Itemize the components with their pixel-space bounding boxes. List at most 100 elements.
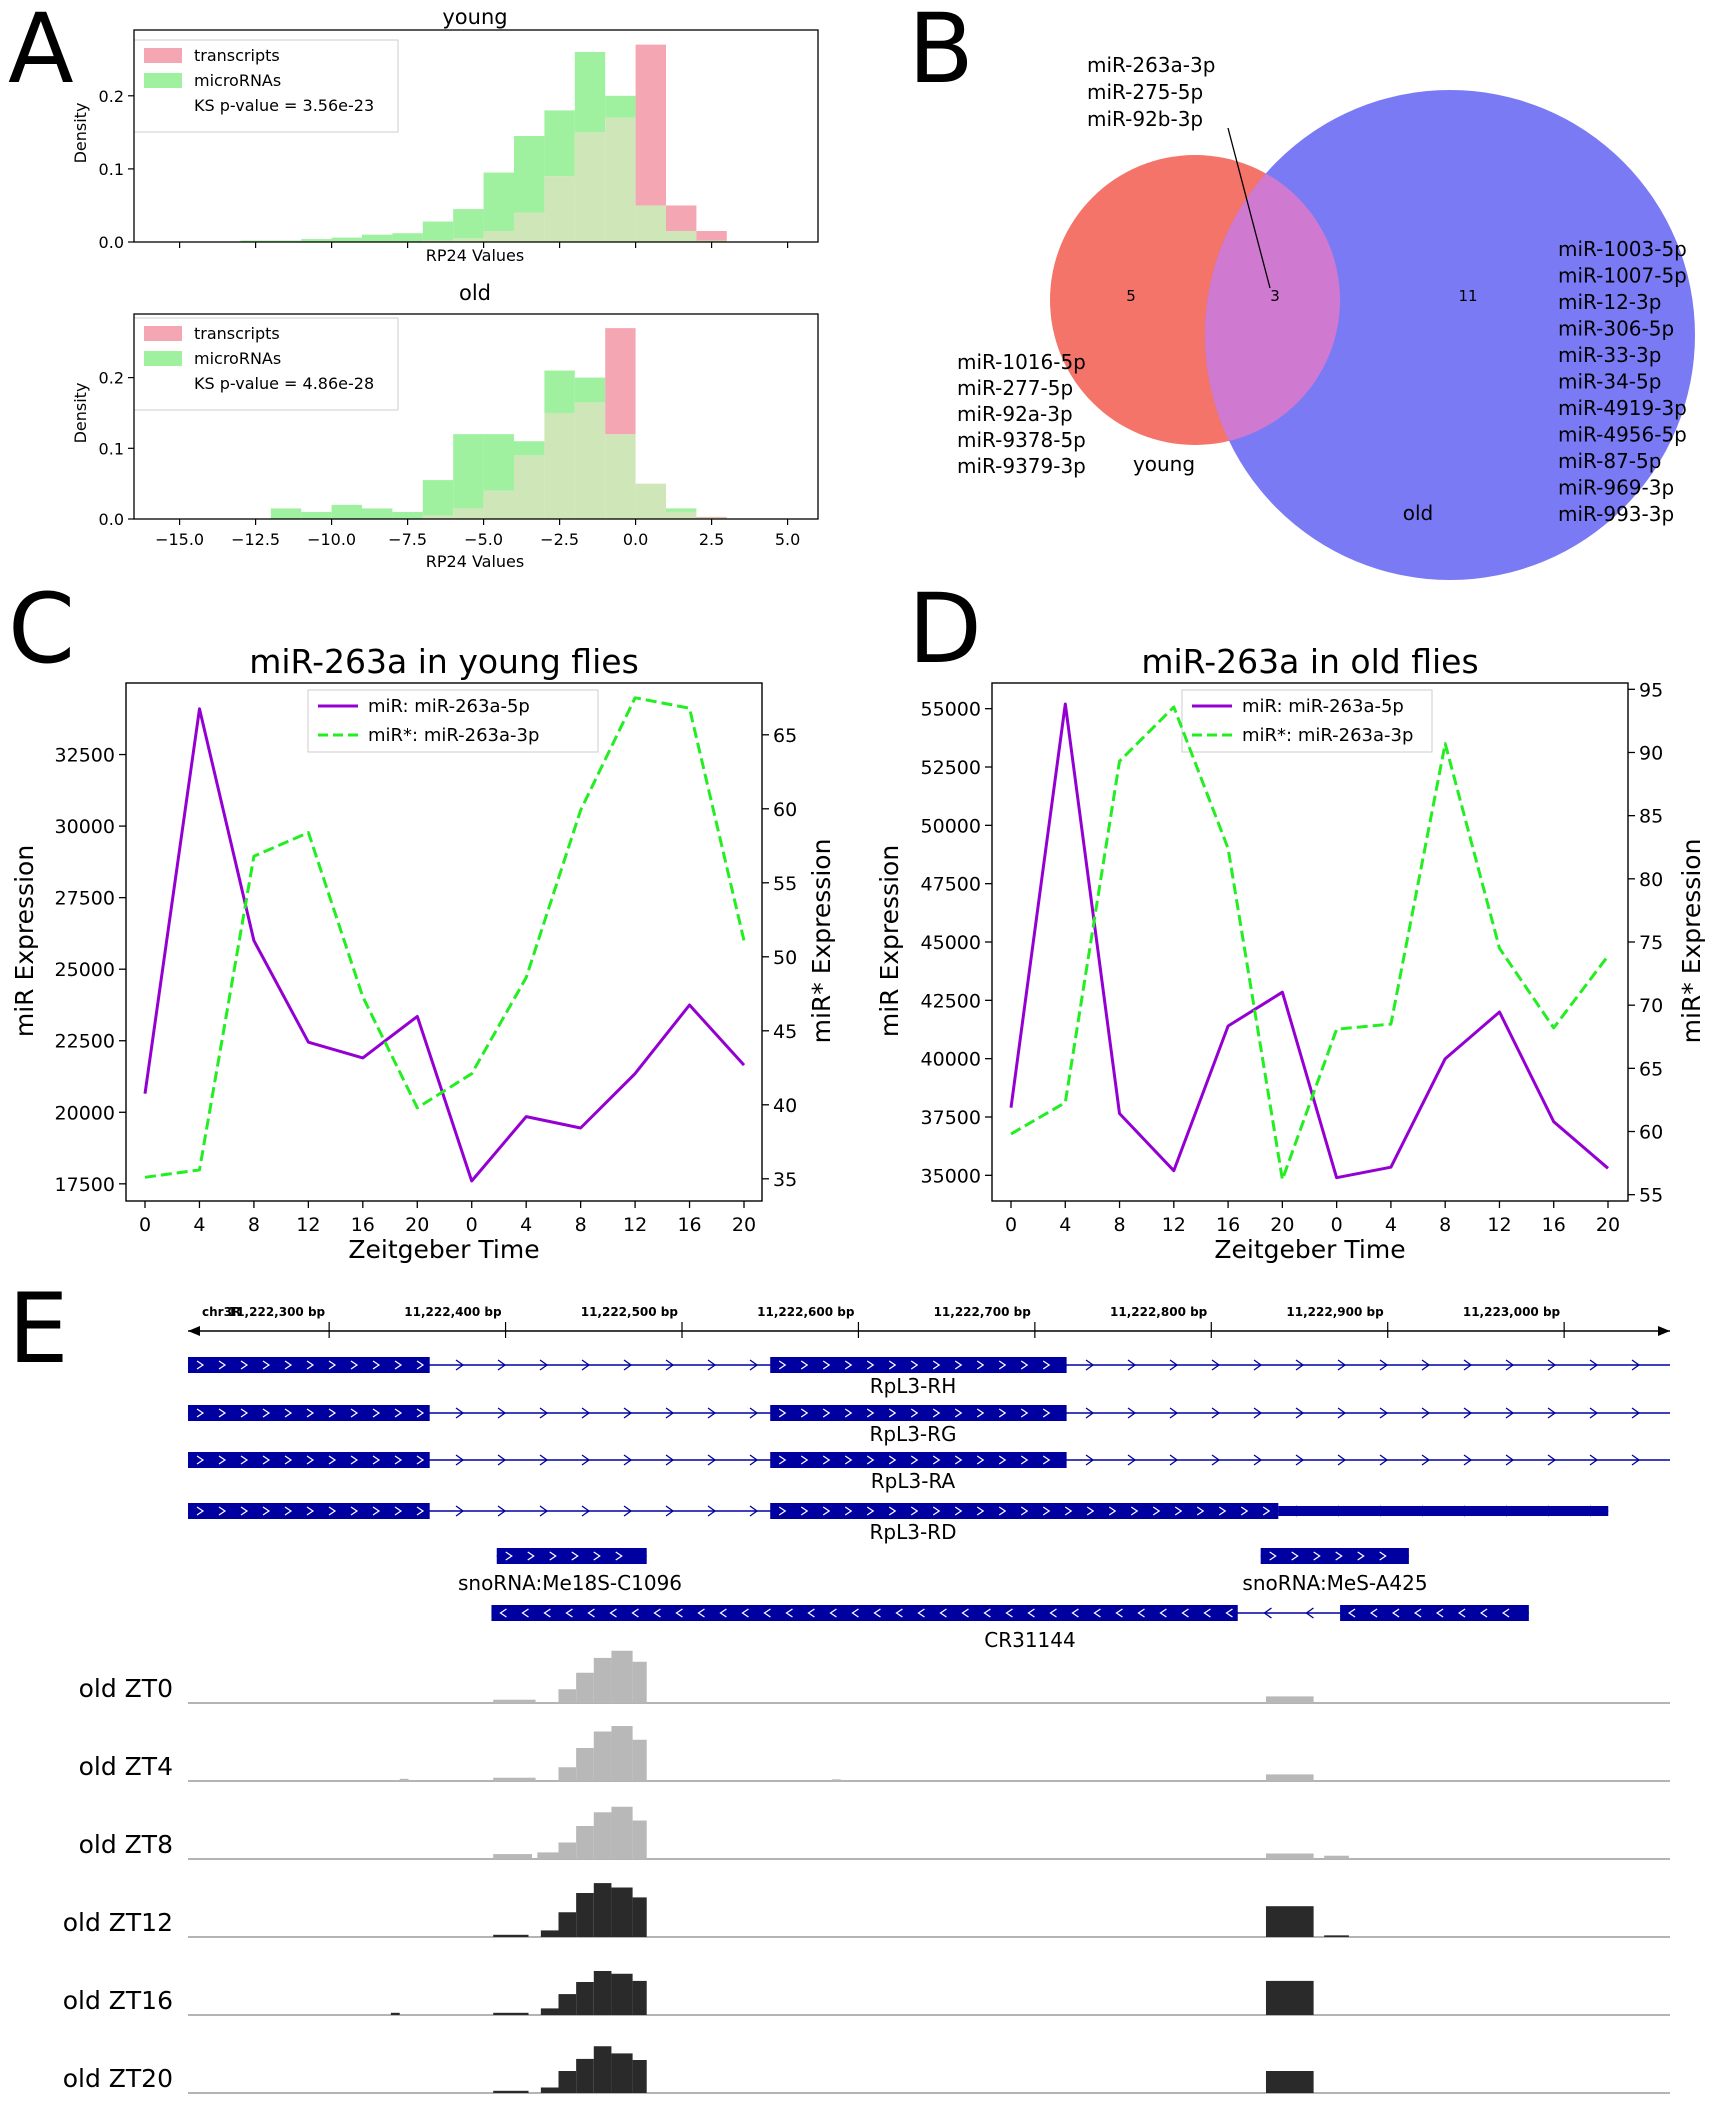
legend: transcripts microRNAs KS p-value = 4.86e… [133,317,399,411]
bar-overlap [696,240,727,242]
exon-chevron [1262,1506,1271,1516]
exon-chevron [284,1455,293,1465]
coverage-bar [493,2090,529,2093]
y2-tick-label: 65 [1639,1058,1663,1080]
strand-chevron [455,1454,465,1466]
exon-chevron [983,1608,991,1618]
y-axis-label: miR Expression [875,845,904,1037]
strand-chevron [1631,1454,1641,1466]
strand-chevron [749,1505,759,1517]
bar-overlap [422,515,454,519]
exon-chevron [888,1360,897,1370]
coverage-bar [493,1777,536,1781]
y-tick-label: 0.2 [99,369,124,388]
exon-chevron [741,1608,749,1618]
x-axis-label: RP24 Values [426,246,524,265]
exon-chevron [1313,1551,1321,1561]
gene-model: snoRNA:MeS-A425 [1242,1548,1428,1595]
strand-chevron [1253,1359,1263,1371]
coverage-bar [611,1650,633,1703]
exon-chevron [416,1360,425,1370]
strand-chevron [1169,1407,1179,1419]
strand-chevron [749,1407,759,1419]
x-tick-label: 12 [1162,1214,1186,1236]
x-tick-label: 5.0 [775,530,800,549]
exon-chevron [1137,1608,1145,1618]
strand-chevron [707,1359,717,1371]
exon-chevron [593,1551,601,1561]
exon-chevron [1115,1608,1123,1618]
bar-transcripts [635,44,666,206]
exon-chevron [1152,1506,1161,1516]
exon-chevron [1225,1608,1233,1618]
legend: miR: miR-263a-5p miR*: miR-263a-3p [307,689,599,753]
coordinate-tick-label: 11,222,300 bp [228,1305,326,1319]
y-tick-label: 32500 [55,745,115,767]
exon-chevron [521,1608,529,1618]
strand-chevron [623,1505,633,1517]
exon-block [770,1357,1067,1373]
exon-chevron [328,1360,337,1370]
coverage-bar [558,1689,577,1703]
coordinate-tick-label: 11,222,500 bp [581,1305,679,1319]
legend-swatch-micrornas [144,351,182,366]
y2-tick-label: 65 [773,725,797,747]
exon-chevron [939,1608,947,1618]
venn-young-list: miR-1016-5pmiR-277-5pmiR-92a-3pmiR-9378-… [957,350,1086,478]
x-tick-label: 12 [1487,1214,1511,1236]
exon-chevron [778,1506,787,1516]
exon-chevron [1479,1608,1488,1618]
exon-chevron [372,1360,381,1370]
venn-old-mirna: miR-4956-5p [1558,423,1687,447]
exon-chevron [917,1608,925,1618]
strand-chevron [707,1454,717,1466]
exon-chevron [394,1506,403,1516]
venn-young-mirna: miR-92a-3p [957,402,1073,426]
legend-swatch-micrornas [144,73,182,88]
exon-chevron [543,1608,551,1618]
y-tick-label: 22500 [55,1031,115,1053]
exon-chevron [844,1455,853,1465]
coverage-bar [632,2060,647,2093]
coverage-track: old ZT16 [63,1971,1670,2016]
strand-chevron [1337,1359,1347,1371]
coordinate-tick-label: 11,222,700 bp [934,1305,1032,1319]
coverage-bar [632,1980,647,2015]
track-label: old ZT8 [79,1830,173,1859]
bar-overlap [544,412,575,519]
strand-chevron [1463,1359,1473,1371]
strand-chevron [455,1407,465,1419]
gene-name: RpL3-RG [869,1422,956,1446]
exon-chevron [910,1408,919,1418]
coverage-bar [1265,1853,1314,1859]
strand-chevron [665,1407,675,1419]
y2-axis-label: miR* Expression [807,839,836,1044]
y2-tick-label: 40 [773,1095,797,1117]
strand-chevron [1631,1359,1641,1371]
exon-chevron [910,1360,919,1370]
y2-tick-label: 90 [1639,742,1663,764]
exon-chevron [697,1608,705,1618]
series-line-mirstar [1010,705,1610,1181]
exon-chevron [571,1551,579,1561]
strand-chevron [1547,1407,1557,1419]
strand-chevron [1505,1407,1515,1419]
exon-chevron [1457,1608,1466,1618]
x-tick-label: 20 [1596,1214,1620,1236]
coverage-bar [632,1739,647,1781]
strand-chevron [623,1407,633,1419]
exon-chevron [240,1455,249,1465]
exon-chevron [851,1608,859,1618]
x-tick-label: −2.5 [540,530,579,549]
gene-name: RpL3-RH [870,1374,957,1398]
bar-overlap [696,517,727,519]
strand-chevron [1589,1407,1599,1419]
strand-chevron [1463,1407,1473,1419]
chart-title: miR-263a in old flies [1141,642,1478,681]
coverage-bar [558,1842,577,1859]
exon-chevron [866,1408,875,1418]
chromosome-label: chr3R [202,1305,241,1319]
strand-chevron [1253,1454,1263,1466]
strand-chevron [707,1505,717,1517]
exon-chevron [1020,1455,1029,1465]
